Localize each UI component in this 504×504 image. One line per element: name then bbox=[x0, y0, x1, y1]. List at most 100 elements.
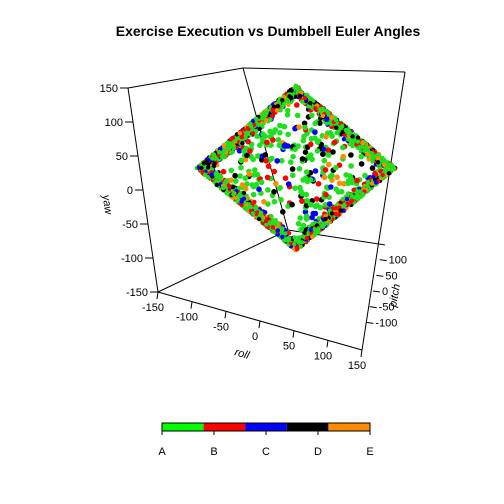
data-point bbox=[360, 192, 365, 198]
data-point bbox=[366, 157, 371, 162]
data-point bbox=[209, 172, 214, 177]
data-point bbox=[199, 165, 204, 171]
data-point bbox=[287, 94, 292, 99]
data-point bbox=[273, 218, 278, 223]
data-point bbox=[278, 108, 283, 113]
data-point bbox=[297, 184, 303, 191]
data-point bbox=[276, 142, 283, 149]
data-point bbox=[231, 192, 236, 197]
data-point bbox=[281, 123, 288, 130]
data-point bbox=[297, 215, 304, 221]
data-point bbox=[365, 183, 370, 189]
data-point bbox=[284, 98, 290, 103]
data-point bbox=[292, 185, 298, 191]
legend: A B C D E bbox=[158, 422, 374, 458]
data-point bbox=[239, 199, 244, 204]
data-point bbox=[214, 182, 219, 188]
data-point bbox=[321, 157, 328, 164]
data-point bbox=[272, 127, 279, 133]
data-point bbox=[252, 199, 257, 205]
data-point bbox=[221, 143, 227, 148]
data-point bbox=[211, 163, 217, 169]
legend-label-c: C bbox=[262, 446, 270, 458]
data-point bbox=[289, 201, 295, 208]
data-points bbox=[194, 83, 398, 253]
data-point bbox=[257, 142, 263, 149]
data-point bbox=[242, 156, 249, 163]
data-point bbox=[314, 139, 321, 145]
data-point bbox=[267, 128, 273, 135]
data-point bbox=[264, 174, 271, 181]
data-point bbox=[257, 126, 262, 132]
data-point bbox=[338, 208, 343, 213]
data-point bbox=[316, 216, 321, 221]
data-point bbox=[355, 139, 361, 144]
data-point bbox=[365, 180, 371, 185]
data-point bbox=[285, 181, 292, 187]
data-point bbox=[264, 139, 270, 146]
box-edge-bottom-back-left bbox=[157, 229, 289, 293]
data-point bbox=[204, 159, 209, 164]
data-point bbox=[380, 156, 385, 161]
data-point bbox=[326, 110, 331, 115]
data-point bbox=[329, 211, 335, 216]
data-point bbox=[246, 171, 253, 177]
data-point bbox=[280, 234, 285, 239]
y-tick-label-4: 100 bbox=[389, 255, 407, 267]
data-point bbox=[302, 95, 308, 101]
data-point bbox=[345, 178, 352, 184]
data-point bbox=[211, 152, 217, 157]
x-tick-mark-6 bbox=[360, 349, 363, 358]
y-tick-mark-2 bbox=[372, 290, 381, 293]
data-point bbox=[360, 140, 365, 146]
legend-swatch-e bbox=[328, 423, 370, 431]
data-point bbox=[252, 167, 258, 173]
box-edge-right-vertical bbox=[361, 71, 406, 351]
data-point bbox=[270, 137, 276, 143]
data-point bbox=[233, 178, 239, 184]
data-point bbox=[320, 113, 326, 119]
box-edge-top-back bbox=[127, 67, 244, 89]
data-point bbox=[285, 131, 291, 138]
z-axis-label: yaw bbox=[100, 193, 115, 216]
data-point bbox=[300, 222, 307, 229]
chart-title: Exercise Execution vs Dumbbell Euler Ang… bbox=[116, 23, 421, 39]
data-point bbox=[205, 165, 211, 170]
x-tick-mark-3 bbox=[258, 320, 261, 329]
data-point bbox=[378, 169, 383, 174]
data-point bbox=[228, 137, 233, 142]
data-point bbox=[230, 184, 236, 190]
data-point bbox=[313, 196, 320, 202]
data-point bbox=[310, 234, 315, 239]
data-point bbox=[231, 145, 236, 151]
data-point bbox=[369, 165, 376, 171]
data-point bbox=[271, 198, 278, 205]
data-point bbox=[299, 240, 305, 245]
data-point bbox=[324, 184, 330, 190]
data-point bbox=[340, 196, 346, 202]
data-point bbox=[256, 122, 261, 127]
data-point bbox=[299, 99, 305, 104]
data-point bbox=[248, 204, 253, 210]
data-point bbox=[228, 177, 234, 183]
data-point bbox=[329, 133, 335, 139]
data-point bbox=[380, 172, 385, 178]
data-point bbox=[280, 104, 285, 109]
data-point bbox=[327, 173, 334, 180]
data-point bbox=[348, 152, 354, 158]
data-point bbox=[303, 169, 310, 175]
data-point bbox=[301, 120, 308, 127]
data-point bbox=[292, 235, 297, 240]
data-point bbox=[268, 142, 274, 148]
data-point bbox=[249, 182, 256, 188]
x-tick-label-4: 50 bbox=[283, 341, 295, 353]
data-point bbox=[294, 112, 301, 119]
data-point bbox=[324, 117, 329, 123]
data-point bbox=[323, 134, 329, 140]
data-point bbox=[282, 238, 287, 243]
data-point bbox=[273, 180, 279, 187]
data-point bbox=[386, 171, 392, 176]
data-point bbox=[308, 227, 313, 232]
z-axis: -150 -100 -50 0 50 100 150 bbox=[100, 83, 158, 299]
data-point bbox=[357, 189, 362, 194]
